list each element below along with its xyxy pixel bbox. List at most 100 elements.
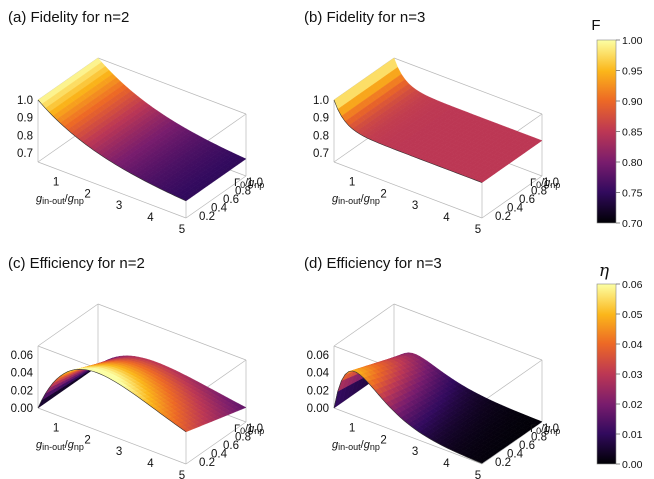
panel-fidelity-n3: (b) Fidelity for n=3 0.7 0.8 0.9 1.0 1 2 3 4 5 gin… [304,9,560,236]
panel-title: (a) Fidelity for n=2 [8,9,129,26]
z-tick-label: 0.8 [17,130,33,142]
surface-edge [333,370,483,464]
y-axis-label: Γ0/gnp [234,177,264,190]
y-axis: 0.20.40.60.81.0Γ0/gnp [495,177,560,223]
colorbar-efficiency-gradient [596,283,617,465]
x-tick-label: 1 [349,422,355,434]
colorbar-tick-label: 0.70 [622,218,643,230]
y-tick-label: 0.4 [507,448,524,460]
y-tick-label: 0.6 [223,440,239,452]
colorbar-tick-label: 0.06 [622,279,643,291]
y-tick-label: 0.6 [519,194,535,206]
y-axis: 0.20.40.60.81.0Γ0/gnp [495,423,560,469]
colorbar-efficiency: η 0.06 0.05 0.04 0.03 0.02 0.01 0.00 [596,261,643,471]
x-axis-label: gin-out/gnp [332,439,380,452]
colorbar-efficiency-label: η [599,261,610,281]
z-tick-label: 1.0 [17,95,33,107]
x-tick-label: 3 [116,446,122,458]
y-tick-label: 0.2 [495,457,511,469]
y-tick-label: 0.6 [223,194,239,206]
y-tick-label: 0.2 [495,211,511,223]
colorbar-fidelity: F 1.00 0.95 0.90 0.85 0.80 0.75 0.70 [591,17,642,230]
colorbar-tick-label: 0.85 [622,127,643,139]
box-edge [333,161,483,219]
z-axis: 0.7 0.8 0.9 1.0 [17,95,33,160]
panel-title: (b) Fidelity for n=3 [304,9,425,26]
z-tick-label: 0.00 [11,403,33,415]
box-edge [185,175,247,219]
colorbar-tick-label: 0.80 [622,157,643,169]
surface-edge [37,368,187,433]
panel-efficiency-n2: (c) Efficiency for n=2 0.00 0.02 0.04 0.06 1 2… [8,255,264,479]
colorbar-tick-label: 0.01 [622,429,643,441]
y-tick-label: 0.4 [507,202,524,214]
colorbar-tick-label: 0.05 [622,309,643,321]
box-edge [481,175,543,219]
z-tick-label: 0.02 [11,385,33,397]
x-axis: 1 2 3 4 5 gin-out/gnp [36,422,185,479]
x-tick-label: 4 [147,458,154,470]
y-axis-label: Γ0/gnp [530,177,560,190]
box-edge [481,359,543,403]
y-tick-label: 0.6 [519,440,535,452]
x-axis: 1 2 3 4 5 gin-out/gnp [332,422,481,479]
x-axis: 1 2 3 4 5 gin-out/gnp [332,176,481,236]
x-axis: 1 2 3 4 5 gin-out/gnp [36,176,185,236]
box-edge [393,57,543,115]
colorbar-tick-label: 0.04 [622,339,643,351]
y-tick-label: 1.0 [543,177,559,189]
z-tick-label: 0.9 [313,113,329,125]
z-axis: 0.7 0.8 0.9 1.0 [313,95,329,160]
y-tick-label: 0.8 [235,432,251,444]
x-tick-label: 3 [412,200,418,212]
y-axis-label: Γ0/gnp [234,423,264,436]
x-tick-label: 5 [475,224,481,236]
y-tick-label: 0.8 [531,432,547,444]
colorbar-tick-label: 0.02 [622,399,643,411]
x-tick-label: 2 [84,188,90,200]
y-tick-label: 0.4 [211,202,228,214]
z-tick-label: 0.7 [17,148,33,160]
z-tick-label: 0.7 [313,148,329,160]
box-edge [37,407,187,465]
y-tick-label: 0.8 [235,186,251,198]
surface-edge [37,99,187,202]
x-tick-label: 4 [443,212,450,224]
panel-title: (d) Efficiency for n=3 [304,255,442,272]
x-tick-label: 4 [443,458,450,470]
panel-fidelity-n2: (a) Fidelity for n=2 0.7 0.8 0.9 1.0 1 2 3 4 5 gin… [8,9,264,236]
colorbar-fidelity-label: F [591,17,600,34]
surface [333,352,543,464]
y-axis: 0.20.40.60.81.0Γ0/gnp [199,177,264,223]
x-tick-label: 2 [380,434,386,446]
x-tick-label: 1 [53,176,59,188]
y-tick-label: 0.2 [199,211,215,223]
z-tick-label: 0.04 [307,368,330,380]
y-tick-label: 0.8 [531,186,547,198]
x-tick-label: 5 [179,224,185,236]
z-tick-label: 1.0 [313,95,329,107]
x-tick-label: 5 [179,470,185,479]
box-edge [97,303,247,361]
z-tick-label: 0.06 [11,350,33,362]
z-tick-label: 0.04 [11,368,34,380]
surface [37,355,247,433]
y-axis: 0.20.40.60.81.0Γ0/gnp [199,423,264,469]
colorbar-fidelity-ticks: 1.00 0.95 0.90 0.85 0.80 0.75 0.70 [616,35,643,230]
colorbar-tick-label: 0.95 [622,66,643,78]
surface [37,57,247,202]
x-tick-label: 3 [412,446,418,458]
z-axis: 0.00 0.02 0.04 0.06 [307,350,330,415]
box-edge [481,421,543,465]
y-axis-label: Γ0/gnp [530,423,560,436]
panel-title: (c) Efficiency for n=2 [8,255,145,272]
box-edge [37,161,187,219]
z-axis: 0.00 0.02 0.04 0.06 [11,350,34,415]
x-tick-label: 3 [116,200,122,212]
z-tick-label: 0.02 [307,385,329,397]
y-tick-label: 0.4 [211,448,228,460]
box-edge [37,303,99,347]
box-edge [333,407,483,465]
x-tick-label: 1 [349,176,355,188]
y-tick-label: 1.0 [247,177,263,189]
